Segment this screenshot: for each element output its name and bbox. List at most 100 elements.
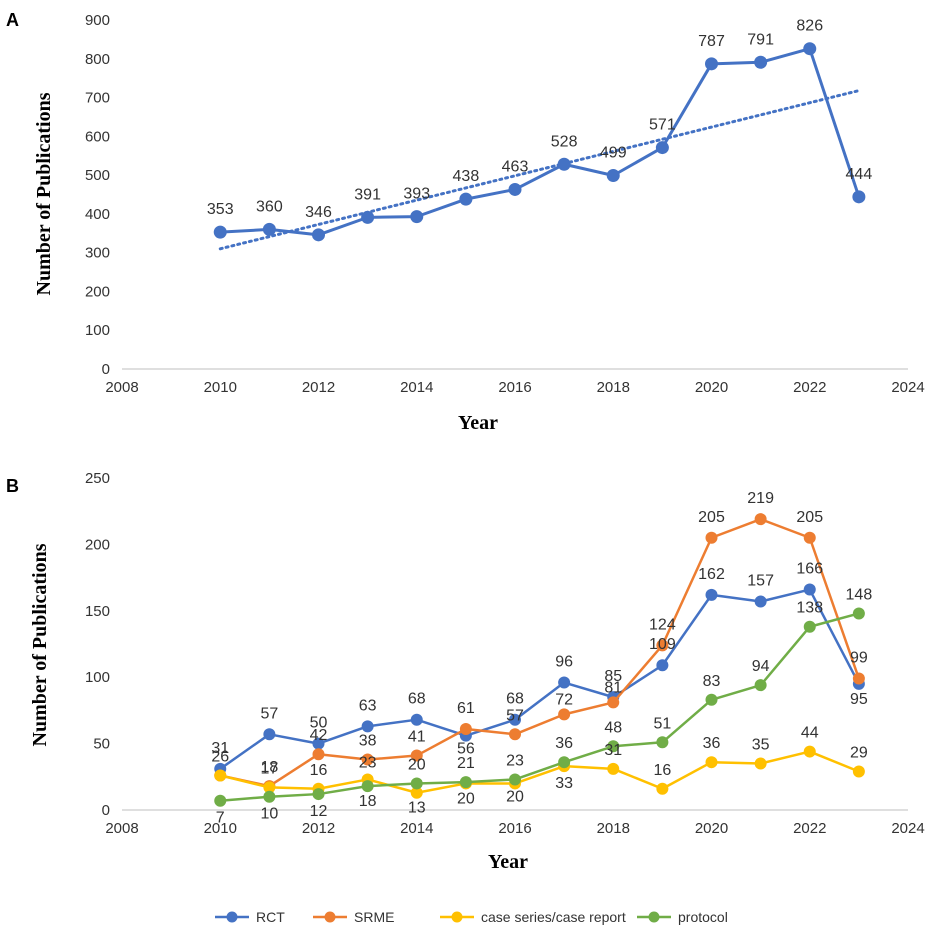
panel-b-label-protocol-2016: 23 (506, 752, 524, 769)
panel-b-x-tick-2012: 2012 (302, 820, 335, 837)
panel-b-label-srme-2012: 42 (310, 727, 328, 744)
panel-b-label-rct-2020: 162 (698, 566, 725, 583)
panel-b-point-rct-2021 (754, 595, 767, 608)
panel-b-series-line-rct (219, 588, 860, 770)
panel-b-y-tick-150: 150 (85, 603, 110, 620)
legend-marker-srme (324, 911, 336, 923)
panel-b-y-axis-label: Number of Publications (29, 543, 51, 746)
panel-b-label-srme-2013: 38 (359, 733, 377, 750)
panel-a-y-tick-700: 700 (85, 90, 110, 107)
panel-b-label-rct-2013: 63 (359, 697, 377, 714)
panel-b-label-case-series-case-report-2021: 35 (752, 737, 770, 754)
panel-b-y-tick-100: 100 (85, 669, 110, 686)
panel-b-x-tick-2020: 2020 (695, 820, 728, 837)
panel-b-y-tick-0: 0 (102, 802, 110, 819)
panel-a-x-tick-2012: 2012 (302, 379, 335, 396)
panel-b-label-case-series-case-report-2018: 31 (604, 742, 622, 759)
panel-b-label-rct-2014: 68 (408, 691, 426, 708)
panel-b-point-rct-2019 (656, 659, 669, 672)
panel-b-point-case-series-case-report-2021 (754, 757, 767, 770)
panel-b-label-case-series-case-report-2013: 23 (359, 754, 377, 771)
panel-b-point-rct-2017 (558, 676, 571, 689)
panel-b-point-srme-2017 (558, 708, 571, 721)
panel-a-data-labels: 353 360 346 391 393 438 463 528 499 571 787 791 826 4… (207, 18, 872, 221)
legend-marker-protocol (648, 911, 660, 923)
panel-a-label-publications-2021: 791 (747, 31, 774, 48)
panel-b-x-tick-2018: 2018 (597, 820, 630, 837)
panel-b-label-protocol-2015: 21 (457, 755, 475, 772)
panel-b-point-srme-2012 (312, 748, 325, 761)
panel-b-point-rct-2022 (803, 583, 816, 596)
panel-b-label-protocol-2012: 12 (310, 803, 328, 820)
panel-b-label-case-series-case-report-2023: 29 (850, 744, 868, 761)
panel-a-label-publications-2016: 463 (502, 158, 529, 175)
panel-b-label-srme-2017: 72 (555, 691, 573, 708)
panel-b-x-ticks: 2008 2010 2012 2014 2016 2018 2020 2022 2024 (105, 820, 924, 837)
panel-a-label-publications-2014: 393 (403, 186, 430, 203)
panel-b-label-protocol-2010: 7 (216, 810, 225, 827)
panel-b-label-case-series-case-report-2017: 33 (555, 775, 573, 792)
panel-b-label-case-series-case-report-2015: 20 (457, 790, 475, 807)
panel-b-point-srme-2015 (459, 722, 472, 735)
panel-b-label-rct-2018: 85 (604, 668, 622, 685)
panel-a-y-axis-label: Number of Publications (33, 92, 55, 295)
panel-a-y-tick-0: 0 (102, 361, 110, 378)
panel-b-point-case-series-case-report-2018 (607, 762, 620, 775)
panel-a-series (213, 42, 866, 242)
panel-b-y-tick-50: 50 (93, 736, 110, 753)
panel-a-label-publications-2022: 826 (796, 18, 823, 35)
panel-b-label-rct-2016: 68 (506, 691, 524, 708)
panel-a-label-publications-2019: 571 (649, 117, 676, 134)
panel-b-x-tick-2010: 2010 (204, 820, 237, 837)
panel-b-point-rct-2016 (509, 713, 521, 726)
panel-b-point-rct-2013 (361, 720, 374, 733)
panel-a-x-axis-label: Year (458, 412, 498, 434)
panel-b-point-rct-2020 (705, 588, 718, 601)
panel-b-legend: RCT SRME case series/case report protocol (215, 909, 728, 925)
panel-b-point-case-series-case-report-2019 (656, 782, 669, 795)
panel-a-point-publications-2018 (606, 168, 620, 182)
panel-b-point-srme-2019 (656, 639, 669, 652)
panel-a-x-tick-2024: 2024 (891, 379, 924, 396)
panel-b-point-case-series-case-report-2014 (410, 786, 423, 799)
panel-b-point-protocol-2019 (656, 736, 669, 749)
panel-b-point-protocol-2021 (754, 679, 767, 692)
panel-b-label-rct-2010: 31 (211, 740, 229, 757)
panel-b-x-tick-2014: 2014 (400, 820, 433, 837)
panel-a-point-publications-2023 (852, 190, 866, 204)
panel-a-trendline-line (218, 89, 861, 251)
legend-label-protocol: protocol (678, 909, 728, 925)
panel-a-x-tick-2008: 2008 (105, 379, 138, 396)
panel-a-x-tick-2022: 2022 (793, 379, 826, 396)
panel-b-label-protocol-2021: 94 (752, 658, 770, 675)
panel-b-label-case-series-case-report-2016: 20 (506, 788, 524, 805)
panel-a-point-publications-2014 (410, 210, 424, 224)
panel-b-point-rct-2011 (263, 728, 276, 741)
panel-b-point-protocol-2016 (509, 773, 521, 786)
panel-b-point-protocol-2012 (312, 788, 325, 801)
panel-b-label-srme-2011: 18 (260, 759, 278, 776)
panel-a-label-publications-2020: 787 (698, 33, 725, 50)
panel-b-label-rct-2017: 96 (555, 654, 573, 671)
panel-b-point-rct-2014 (410, 713, 423, 726)
panel-b-label-rct-2011: 57 (260, 705, 278, 722)
panel-a-x-ticks: 2008 2010 2012 2014 2016 2018 2020 2022 2024 (105, 379, 924, 396)
panel-b-point-protocol-2023 (852, 607, 865, 620)
panel-b-label-rct-2019: 109 (649, 636, 676, 653)
panel-b-point-srme-2016 (509, 728, 521, 741)
panel-b-label-protocol-2022: 138 (796, 600, 823, 617)
panel-b-series (214, 513, 865, 807)
panel-b-point-srme-2020 (705, 531, 718, 544)
panel-a-point-publications-2020 (705, 57, 718, 71)
panel-a-label-publications-2017: 528 (551, 133, 578, 150)
panel-b-point-protocol-2013 (361, 780, 374, 793)
panel-b-label-protocol-2011: 10 (260, 806, 278, 823)
panel-b-label-case-series-case-report-2014: 13 (408, 800, 426, 817)
panel-b-point-protocol-2018 (607, 740, 620, 753)
panel-a-y-tick-600: 600 (85, 128, 110, 145)
panel-b-label-srme-2023: 99 (850, 650, 868, 667)
panel-b-label-rct-2012: 50 (310, 715, 328, 732)
panel-b-point-rct-2012 (312, 737, 325, 750)
panel-b-series-line-srme (219, 517, 861, 788)
panel-b-x-tick-2022: 2022 (793, 820, 826, 837)
